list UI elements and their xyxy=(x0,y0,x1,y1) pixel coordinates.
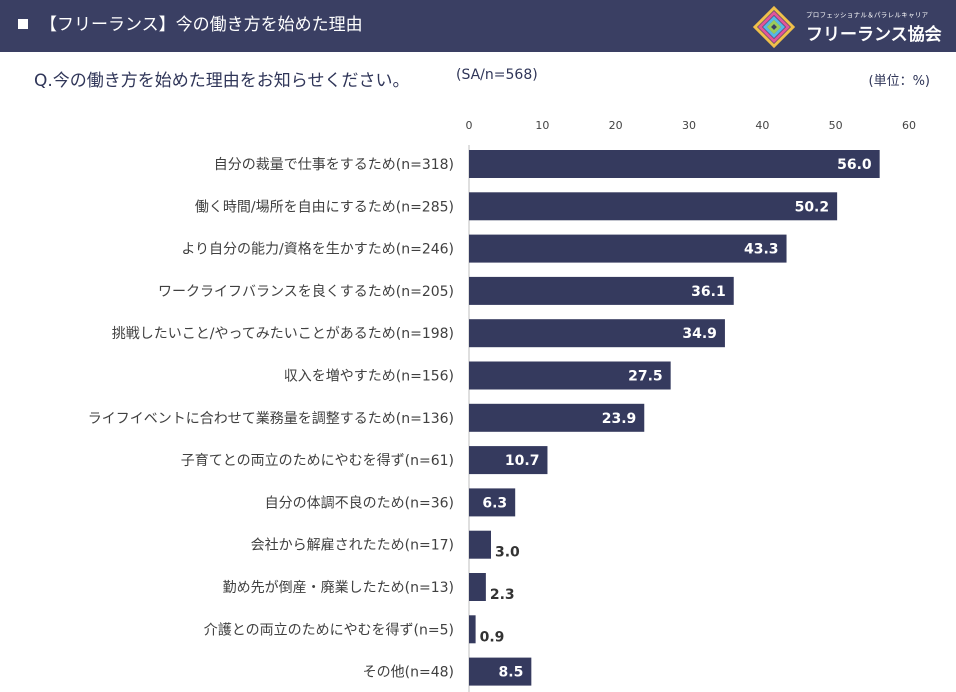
bar xyxy=(469,150,880,178)
bar xyxy=(469,192,838,221)
x-tick-label: 10 xyxy=(535,119,549,132)
bar xyxy=(469,446,548,475)
category-label: 勤め先が倒産・廃業したため(n=13) xyxy=(223,579,454,596)
category-label: より自分の能力/資格を生かすため(n=246) xyxy=(181,242,454,258)
bar xyxy=(469,615,476,644)
bar xyxy=(469,530,491,559)
category-label: 自分の裁量で仕事をするため(n=318) xyxy=(214,157,454,173)
logo-mark-icon xyxy=(752,5,796,49)
logo-tagline: プロフェッショナル＆パラレルキャリア xyxy=(806,11,929,19)
x-tick-label: 20 xyxy=(609,119,623,132)
question-text: Q.今の働き方を始めた理由をお知らせください。 xyxy=(34,71,410,91)
logo-name: フリーランス協会 xyxy=(806,25,942,45)
category-label: 自分の体調不良のため(n=36) xyxy=(265,495,454,511)
bar xyxy=(469,573,486,601)
header-bar: 【フリーランス】今の働き方を始めた理由 プロフェッショナル＆パラレルキャリア フ… xyxy=(0,0,956,52)
logo: プロフェッショナル＆パラレルキャリア フリーランス協会 xyxy=(752,5,952,49)
x-tick-label: 60 xyxy=(902,119,916,132)
data-label: 50.2 xyxy=(795,199,830,215)
x-tick-label: 0 xyxy=(466,119,473,132)
data-label: 27.5 xyxy=(628,369,663,385)
bar xyxy=(469,403,645,432)
bar xyxy=(469,361,671,390)
x-tick-label: 40 xyxy=(755,119,769,132)
data-label: 8.5 xyxy=(499,665,524,681)
data-label: 36.1 xyxy=(691,284,726,300)
bar xyxy=(469,234,787,263)
category-label: 会社から解雇されたため(n=17) xyxy=(251,537,454,554)
data-label: 3.0 xyxy=(495,545,520,561)
category-label: ワークライフバランスを良くするため(n=205) xyxy=(158,284,454,300)
category-label: 介護との両立のためにやむを得ず(n=5) xyxy=(204,621,454,638)
x-tick-label: 50 xyxy=(829,119,843,132)
data-label: 2.3 xyxy=(490,587,515,603)
category-label: ライフイベントに合わせて業務量を調整するため(n=136) xyxy=(88,411,454,427)
data-label: 43.3 xyxy=(744,242,779,258)
unit-label: (単位：%) xyxy=(868,74,931,89)
bar xyxy=(469,657,532,686)
page-title: 【フリーランス】今の働き方を始めた理由 xyxy=(40,15,363,35)
data-label: 56.0 xyxy=(837,157,872,173)
bar xyxy=(469,276,734,305)
data-label: 6.3 xyxy=(482,495,507,511)
data-label: 23.9 xyxy=(602,411,637,427)
category-label: その他(n=48) xyxy=(363,665,454,681)
sample-size: (SA/n=568) xyxy=(456,67,538,83)
category-label: 挑戦したいこと/やってみたいことがあるため(n=198) xyxy=(112,326,454,342)
category-label: 収入を増やすため(n=156) xyxy=(284,369,454,385)
bar xyxy=(469,488,516,517)
data-label: 0.9 xyxy=(480,629,505,645)
data-label: 10.7 xyxy=(505,453,540,469)
bar xyxy=(469,319,725,348)
category-label: 子育てとの両立のためにやむを得ず(n=61) xyxy=(181,452,454,469)
data-label: 34.9 xyxy=(682,326,717,342)
x-tick-label: 30 xyxy=(682,119,696,132)
square-bullet-icon xyxy=(18,19,28,29)
category-label: 働く時間/場所を自由にするため(n=285) xyxy=(195,199,454,215)
